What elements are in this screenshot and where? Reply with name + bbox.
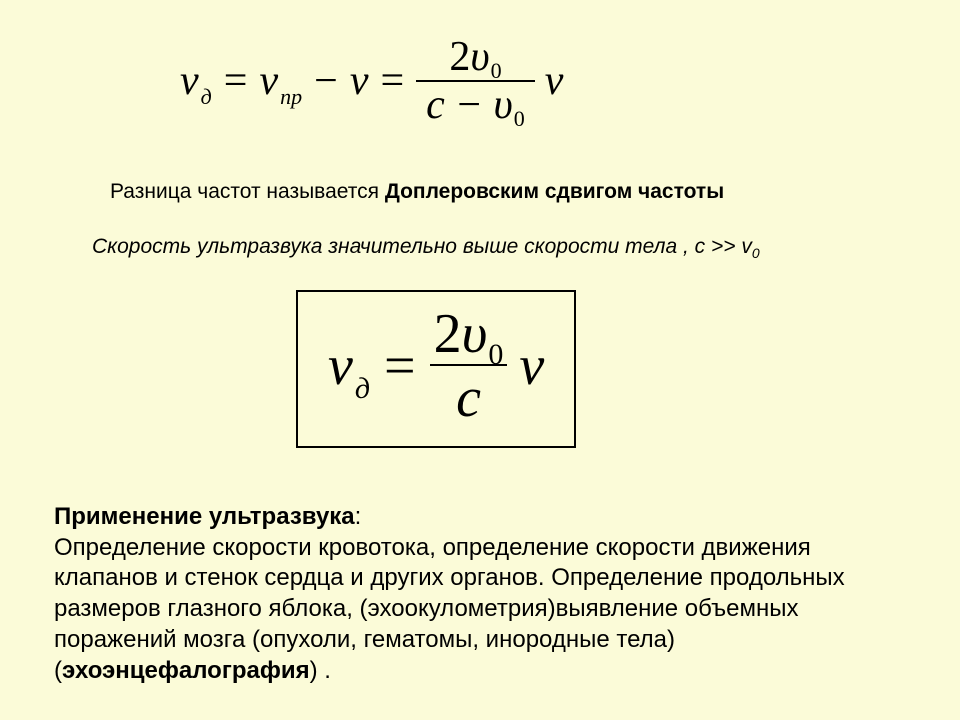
nu-symbol: νд bbox=[180, 57, 212, 105]
formula-doppler-simplified: νд = 2υ0 c ν bbox=[296, 290, 576, 448]
fraction-2: 2υ0 c bbox=[430, 304, 508, 428]
equals-sign: = bbox=[222, 57, 250, 105]
fraction-denominator: c − υ0 bbox=[416, 82, 535, 128]
para-colon: : bbox=[355, 503, 362, 530]
text-doppler-shift-definition: Разница частот называется Доплеровским с… bbox=[110, 180, 724, 204]
nu-pr: νпр bbox=[259, 57, 302, 105]
equals-sign-2: = bbox=[378, 57, 406, 105]
para-body2: ) . bbox=[310, 657, 331, 684]
nu-plain-2: ν bbox=[545, 57, 564, 105]
line2-sub: 0 bbox=[752, 245, 760, 261]
fraction2-denominator: c bbox=[452, 366, 485, 428]
para-title: Применение ультразвука bbox=[54, 503, 355, 530]
paragraph-applications: Применение ультразвука: Определение скор… bbox=[54, 502, 906, 686]
equals-sign-3: = bbox=[382, 334, 418, 398]
line1-bold: Доплеровским сдвигом частоты bbox=[385, 180, 724, 203]
nu-d-2: νд bbox=[328, 334, 370, 398]
line2-text: Скорость ультразвука значительно выше ск… bbox=[92, 235, 752, 258]
minus-sign: − bbox=[312, 57, 340, 105]
formula-doppler-full: νд = νпр − ν = 2υ0 c − υ0 ν bbox=[180, 34, 563, 128]
para-term: эхоэнцефалография bbox=[62, 657, 310, 684]
line1-prefix: Разница частот называется bbox=[110, 180, 385, 203]
nu-plain-3: ν bbox=[519, 334, 544, 398]
fraction2-numerator: 2υ0 bbox=[430, 304, 508, 364]
slide: νд = νпр − ν = 2υ0 c − υ0 ν Разница част… bbox=[0, 0, 960, 720]
fraction-numerator: 2υ0 bbox=[439, 34, 511, 80]
nu-plain-1: ν bbox=[350, 57, 369, 105]
text-speed-condition: Скорость ультразвука значительно выше ск… bbox=[92, 235, 760, 261]
fraction-1: 2υ0 c − υ0 bbox=[416, 34, 535, 128]
